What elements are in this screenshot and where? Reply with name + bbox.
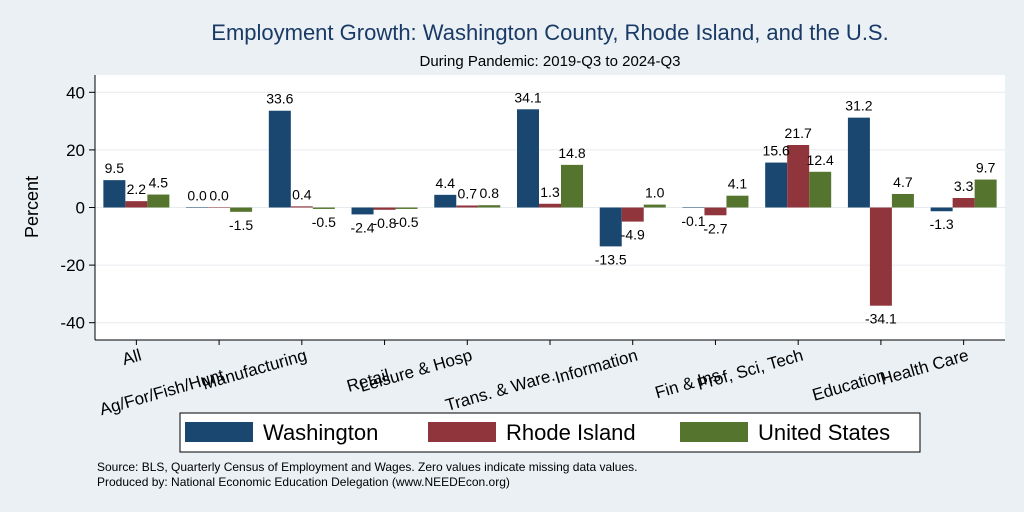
legend: Washington Rhode Island United States xyxy=(179,412,921,453)
bar-united-states xyxy=(974,179,997,208)
data-label: 33.6 xyxy=(266,91,293,107)
data-label: -13.5 xyxy=(595,251,627,267)
y-axis-label: Percent xyxy=(22,176,42,238)
data-label: 12.4 xyxy=(807,152,834,168)
x-tick-label: All xyxy=(120,346,143,369)
chart-title: Employment Growth: Washington County, Rh… xyxy=(211,20,888,45)
bar-rhode-island xyxy=(125,201,148,208)
data-label: 0.4 xyxy=(292,186,312,202)
data-label: -0.1 xyxy=(681,213,705,229)
bar-united-states xyxy=(809,171,832,208)
data-label: 31.2 xyxy=(845,98,872,114)
bar-united-states xyxy=(561,164,583,208)
data-label: 0.8 xyxy=(480,185,500,201)
bar-washington xyxy=(599,207,622,247)
data-label: -0.8 xyxy=(372,215,396,231)
bar-washington xyxy=(765,162,788,208)
data-label: -2.4 xyxy=(350,219,374,235)
data-labels: 9.52.2 4.50.0 0.0-1.533.60.4-0.5 -2.4-0.8-0… xyxy=(105,89,996,326)
bar-rhode-island xyxy=(456,205,479,208)
legend-swatch xyxy=(428,422,496,442)
legend-label: Washington xyxy=(263,420,378,445)
x-tick-label: Health Care xyxy=(878,346,970,389)
legend-swatch xyxy=(185,422,253,442)
data-label: 9.5 xyxy=(105,160,125,176)
y-tick-label: 20 xyxy=(66,141,85,160)
y-axis: -40 -20 0 20 40 xyxy=(60,75,96,340)
bar-united-states xyxy=(726,195,749,208)
data-label: 0.7 xyxy=(458,185,478,201)
data-label: 4.4 xyxy=(436,175,456,191)
data-label: -0.5 xyxy=(312,214,336,230)
data-label: 1.3 xyxy=(540,184,560,200)
bar-united-states xyxy=(312,207,335,209)
bar-rhode-island xyxy=(869,207,892,306)
data-label: 34.1 xyxy=(514,89,541,105)
bar-washington xyxy=(268,110,291,208)
legend-box xyxy=(179,412,921,453)
bar-united-states xyxy=(395,207,418,209)
data-label: 15.6 xyxy=(763,143,790,159)
bar-washington xyxy=(103,180,126,208)
data-label: -1.5 xyxy=(229,217,253,233)
data-label: -1.3 xyxy=(930,216,954,232)
legend-label: Rhode Island xyxy=(506,420,636,445)
data-label: -0.5 xyxy=(394,214,418,230)
bars xyxy=(103,109,997,306)
data-label: 3.3 xyxy=(954,178,974,194)
bar-united-states xyxy=(643,204,666,208)
x-tick-label: Information xyxy=(553,346,640,388)
x-tick-label: Education xyxy=(810,366,888,405)
data-label: 4.1 xyxy=(728,176,748,192)
bar-rhode-island xyxy=(952,197,975,208)
bar-united-states xyxy=(230,207,253,212)
bar-washington xyxy=(517,109,539,208)
bar-rhode-island xyxy=(787,145,810,208)
data-label: 21.7 xyxy=(785,125,812,141)
chart-subtitle: During Pandemic: 2019-Q3 to 2024-Q3 xyxy=(420,53,681,70)
bar-washington xyxy=(186,207,209,208)
source-note: Source: BLS, Quarterly Census of Employm… xyxy=(97,460,638,474)
produced-by-note: Produced by: National Economic Education… xyxy=(97,475,510,489)
data-label: 0.0 xyxy=(209,188,229,204)
data-label: 1.0 xyxy=(645,185,665,201)
y-tick-label: -20 xyxy=(60,256,85,275)
data-label: -2.7 xyxy=(703,220,727,236)
bar-rhode-island xyxy=(208,207,231,208)
bar-washington xyxy=(847,117,870,208)
legend-swatch xyxy=(680,422,748,442)
data-label: -34.1 xyxy=(865,311,897,327)
bar-rhode-island xyxy=(290,206,313,208)
bar-united-states xyxy=(891,193,914,208)
data-label: 0.0 xyxy=(187,188,207,204)
data-label: 14.8 xyxy=(558,145,585,161)
bar-united-states xyxy=(478,205,501,208)
legend-label: United States xyxy=(758,420,890,445)
bar-rhode-island xyxy=(704,207,727,216)
data-label: 9.7 xyxy=(976,160,996,176)
y-tick-label: 40 xyxy=(66,83,85,102)
bar-washington xyxy=(930,207,953,212)
y-tick-label: 0 xyxy=(76,199,85,218)
data-label: 4.5 xyxy=(149,175,169,191)
data-label: 4.7 xyxy=(893,174,913,190)
bar-rhode-island xyxy=(539,203,561,208)
bar-washington xyxy=(434,194,457,208)
bar-rhode-island xyxy=(621,207,644,222)
x-tick-label: Trans. & Ware. xyxy=(443,366,557,415)
bar-united-states xyxy=(147,194,170,208)
bar-rhode-island xyxy=(373,207,396,210)
y-tick-label: -40 xyxy=(60,314,85,333)
bar-washington xyxy=(351,207,374,215)
bar-washington xyxy=(682,207,705,208)
data-label: -4.9 xyxy=(621,227,645,243)
data-label: 2.2 xyxy=(127,181,147,197)
